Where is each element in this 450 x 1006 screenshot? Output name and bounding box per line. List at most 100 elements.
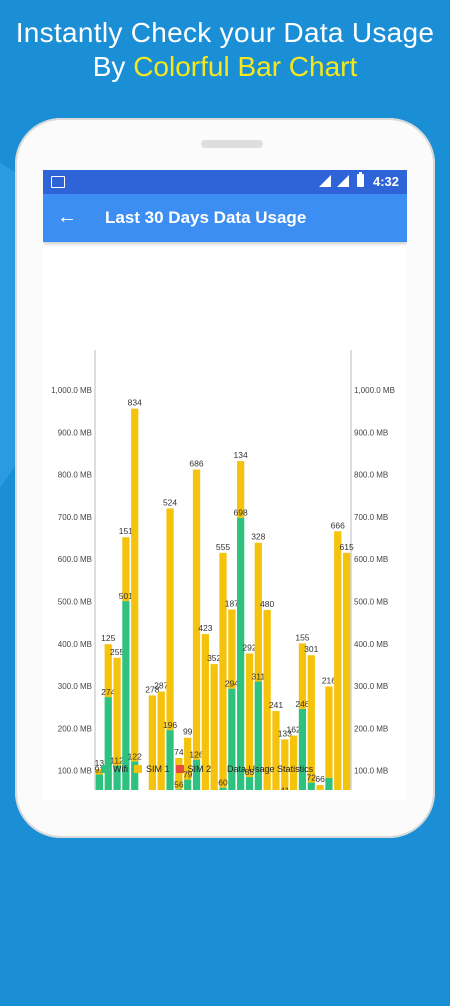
legend-label-sim2: SIM 2 (187, 764, 212, 774)
sim1-bar (290, 735, 298, 790)
legend-label-sim1: SIM 1 (146, 764, 170, 774)
sim1-data-label: 241 (269, 700, 283, 710)
sim1-data-label: 99 (183, 727, 193, 737)
wifi-data-label: 311 (252, 671, 266, 681)
y-tick-label-right: 1,000.0 MB (354, 386, 395, 395)
sim1-bar (175, 758, 183, 790)
sim1-bar (325, 686, 333, 778)
sim1-data-label: 480 (260, 599, 274, 609)
sim1-data-label: 151 (119, 526, 133, 536)
y-tick-label-left: 200.0 MB (58, 724, 92, 733)
wifi-bar (307, 782, 315, 790)
wifi-data-label: 246 (295, 699, 309, 709)
legend-item-sim1: SIM 1 (134, 764, 170, 774)
sim1-bar (148, 695, 156, 790)
sim1-bar (342, 552, 351, 790)
sim1-bar (254, 542, 262, 682)
wifi-data-label: 91 (95, 765, 105, 775)
sim1-bar (131, 408, 139, 762)
wifi-data-label: 56 (174, 779, 184, 789)
wifi-bar (219, 787, 227, 790)
legend-swatch-wifi (101, 765, 109, 773)
signal-icon (319, 175, 331, 187)
wifi-bar (254, 681, 262, 790)
chart-legend: Wifi SIM 1 SIM 2 Data Usage Statistics (101, 764, 313, 774)
wifi-bar (113, 765, 121, 790)
sim1-data-label: 834 (128, 398, 142, 408)
sim1-bar (316, 785, 324, 790)
y-tick-label-right: 400.0 MB (354, 640, 388, 649)
sim1-bar (245, 653, 254, 778)
y-tick-label-right: 700.0 MB (354, 513, 388, 522)
sim1-bar (104, 644, 112, 698)
y-tick-label-left: 300.0 MB (58, 682, 92, 691)
wifi-data-label: 41 (280, 786, 290, 790)
wifi-data-label: 274 (101, 687, 115, 697)
sim1-data-label: 278 (145, 684, 159, 694)
wifi-data-label: 79 (183, 770, 193, 780)
wifi-data-label: 501 (119, 591, 133, 601)
y-tick-label-left: 100.0 MB (58, 767, 92, 776)
status-bar: 4:32 (43, 170, 407, 194)
wifi-bar (298, 708, 307, 790)
sim1-data-label: 74 (174, 747, 184, 757)
sim1-data-label: 125 (101, 633, 115, 643)
promo-header: Instantly Check your Data Usage By Color… (0, 0, 450, 84)
sim1-bar (210, 664, 218, 790)
wifi-data-label: 122 (128, 751, 142, 761)
sim1-bar (166, 508, 174, 731)
sim1-data-label: 255 (110, 647, 124, 657)
phone-speaker (201, 140, 263, 148)
wifi-bar (228, 688, 236, 790)
wifi-data-label: 112 (110, 756, 124, 766)
y-tick-label-right: 100.0 MB (354, 767, 388, 776)
promo-line-1: Instantly Check your Data Usage (15, 17, 435, 48)
sim1-data-label: 423 (198, 623, 212, 633)
sim1-bar (122, 537, 130, 602)
sim1-bar (192, 469, 201, 760)
y-tick-label-left: 1,000.0 MB (51, 386, 92, 395)
sim1-data-label: 133 (278, 728, 292, 738)
sim1-data-label: 686 (189, 459, 203, 469)
back-arrow-icon[interactable]: ← (57, 206, 77, 228)
sim1-data-label: 328 (251, 532, 265, 542)
sim1-bar (201, 634, 209, 790)
sim1-data-label: 352 (207, 653, 221, 663)
sim1-bar (184, 737, 192, 780)
wifi-data-label: 72 (307, 773, 317, 783)
promo-line-2: By Colorful Bar Chart (0, 50, 450, 84)
legend-description: Data Usage Statistics (227, 764, 314, 774)
wifi-data-label: 60 (218, 778, 228, 788)
sim1-data-label: 134 (234, 450, 248, 460)
wifi-bar (166, 730, 174, 790)
y-tick-label-right: 600.0 MB (354, 555, 388, 564)
promo-line-2-prefix: By (92, 51, 134, 82)
battery-icon (357, 172, 364, 187)
legend-swatch-sim2 (175, 765, 184, 773)
y-tick-label-left: 400.0 MB (58, 640, 92, 649)
y-tick-label-left: 900.0 MB (58, 428, 92, 437)
y-tick-label-right: 900.0 MB (354, 428, 388, 437)
wifi-data-label: 85 (245, 767, 255, 777)
wifi-bar (325, 777, 333, 790)
wifi-bar (175, 789, 183, 790)
sim1-bar (281, 739, 289, 790)
page-title: Last 30 Days Data Usage (105, 208, 307, 227)
y-tick-label-left: 700.0 MB (58, 513, 92, 522)
wifi-bar (131, 761, 139, 790)
app-bar: ← Last 30 Days Data Usage (43, 194, 407, 242)
legend-swatch-sim1 (134, 765, 142, 773)
sim1-data-label: 216 (322, 676, 336, 686)
sim1-bar (219, 552, 227, 788)
y-tick-label-right: 800.0 MB (354, 471, 388, 480)
wifi-bar (95, 774, 104, 790)
y-tick-label-left: 500.0 MB (58, 598, 92, 607)
sim1-data-label: 301 (304, 644, 318, 654)
wifi-data-label: 126 (189, 750, 203, 760)
wifi-data-label: 698 (234, 508, 248, 518)
wifi-bar (237, 517, 245, 790)
wifi-bar (184, 779, 192, 790)
sim1-data-label: 666 (331, 520, 345, 530)
